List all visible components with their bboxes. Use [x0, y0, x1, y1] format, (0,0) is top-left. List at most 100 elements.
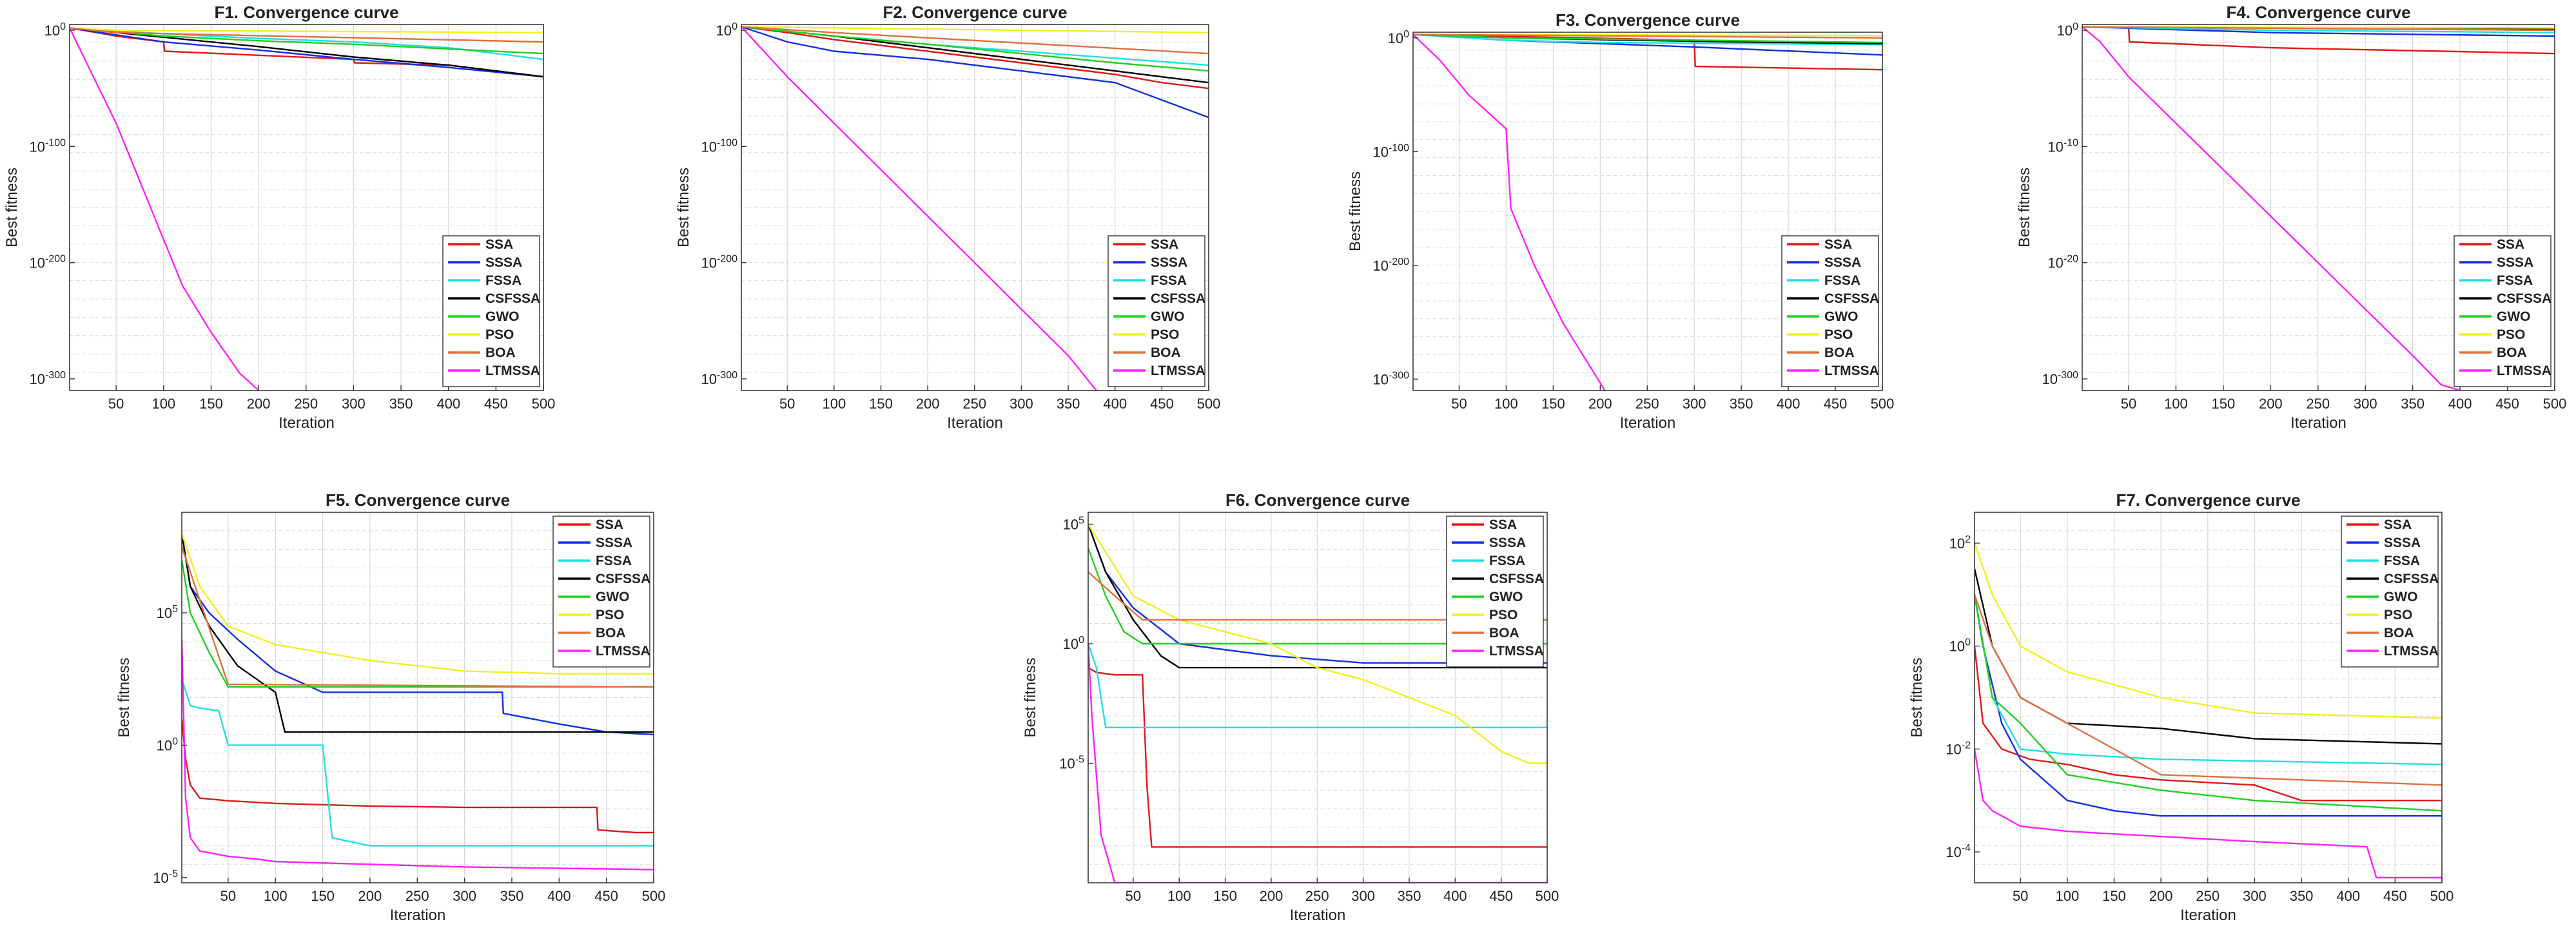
series-line-gwo	[1975, 594, 2442, 812]
x-tick-label: 250	[962, 396, 986, 412]
x-axis-label: Iteration	[2290, 414, 2347, 432]
plot-frame	[1974, 512, 2443, 883]
series-group	[182, 533, 654, 871]
x-tick-label: 50	[108, 396, 124, 412]
y-tick-label: 10-100	[29, 137, 66, 155]
x-tick-label: 50	[1126, 888, 1141, 904]
x-tick-label: 300	[1010, 396, 1033, 412]
y-axis-label: Best fitness	[2016, 168, 2033, 247]
x-tick-label: 300	[453, 888, 476, 904]
legend-label-ssa: SSA	[485, 237, 513, 252]
x-axis-label: Iteration	[390, 907, 446, 924]
legend-label-ssa: SSA	[596, 517, 623, 532]
x-tick-label: 100	[2055, 888, 2079, 904]
legend-label-gwo: GWO	[596, 590, 630, 604]
x-tick-label: 450	[1150, 396, 1174, 412]
y-tick-label: 10-100	[701, 137, 737, 155]
legend-label-ltmssa: LTMSSA	[485, 363, 540, 378]
legend: SSA SSSA FSSA CSFSSA GWO PSO BOA LTMSSA	[1781, 235, 1879, 387]
series-line-gwo	[741, 26, 1209, 72]
legend-label-csfssa: CSFSSA	[2384, 572, 2439, 586]
y-axis-label: Best fitness	[3, 168, 21, 247]
legend-box	[2341, 516, 2439, 668]
x-tick-label: 100	[1167, 888, 1191, 904]
legend: SSA SSSA FSSA CSFSSA GWO PSO BOA LTMSSA	[442, 235, 540, 387]
y-tick-label: 100	[716, 21, 737, 39]
legend-label-sssa: SSSA	[1489, 535, 1526, 550]
y-tick-label: 100	[1388, 29, 1409, 46]
y-axis-label: Best fitness	[115, 657, 133, 737]
x-tick-label: 50	[779, 396, 795, 412]
series-line-sssa	[741, 26, 1209, 119]
legend-label-sssa: SSSA	[2497, 255, 2533, 270]
series-line-pso	[182, 533, 654, 675]
series-line-csfssa	[182, 533, 654, 733]
x-tick-label: 400	[1777, 396, 1800, 412]
x-tick-label: 400	[547, 888, 571, 904]
y-tick-label: 10-5	[153, 869, 178, 886]
x-axis-label: Iteration	[1620, 414, 1676, 432]
series-line-boa	[70, 27, 543, 43]
x-tick-label: 400	[1443, 888, 1467, 904]
y-tick-label: 10-200	[701, 254, 737, 271]
x-tick-label: 200	[2149, 888, 2173, 904]
legend-label-ssa: SSA	[2384, 517, 2412, 532]
legend-label-pso: PSO	[485, 327, 514, 342]
series-line-sssa	[70, 27, 543, 78]
legend-label-fssa: FSSA	[1489, 554, 1525, 568]
x-tick-label: 500	[2430, 888, 2454, 904]
x-axis-label: Iteration	[278, 414, 335, 432]
plot-frame	[181, 512, 654, 883]
legend-label-ssa: SSA	[1489, 517, 1517, 532]
legend-label-boa: BOA	[1489, 626, 1519, 641]
x-tick-label: 300	[2243, 888, 2267, 904]
x-tick-label: 200	[2259, 396, 2283, 412]
y-tick-label: 10-100	[1372, 142, 1409, 160]
x-tick-label: 500	[1536, 888, 1559, 904]
legend-box	[1446, 516, 1544, 668]
x-tick-label: 50	[2013, 888, 2028, 904]
legend: SSA SSSA FSSA CSFSSA GWO PSO BOA LTMSSA	[2341, 516, 2439, 668]
x-tick-label: 450	[2383, 888, 2407, 904]
x-tick-label: 350	[1398, 888, 1421, 904]
y-tick-label: 100	[2057, 21, 2078, 39]
legend-label-gwo: GWO	[1489, 590, 1523, 604]
x-tick-label: 150	[869, 396, 893, 412]
x-tick-label: 450	[2495, 396, 2519, 412]
chart-panel-f7: 50 100 150 200 250 300 350 400 450 500 102 100 10-2 1…	[1908, 490, 2454, 924]
y-axis-label: Best fitness	[1347, 171, 1364, 251]
chart-panel-f4: 50 100 150 200 250 300 350 400 450 500 100 10-10 10-…	[2016, 3, 2566, 432]
legend-label-pso: PSO	[596, 608, 624, 622]
x-tick-label: 500	[642, 888, 666, 904]
legend: SSA SSSA FSSA CSFSSA GWO PSO BOA LTMSSA	[2454, 235, 2552, 387]
x-tick-label: 150	[1541, 396, 1565, 412]
x-axis-label: Iteration	[947, 414, 1003, 432]
chart-title: F4. Convergence curve	[2226, 3, 2410, 22]
y-tick-label: 10-4	[1946, 843, 1971, 860]
x-tick-label: 200	[1260, 888, 1283, 904]
series-line-fssa	[182, 679, 654, 847]
x-tick-label: 400	[2448, 396, 2472, 412]
series-group	[1413, 34, 1882, 390]
x-tick-label: 150	[2212, 396, 2236, 412]
series-line-ltmssa	[70, 27, 259, 390]
x-tick-label: 300	[342, 396, 366, 412]
plot-frame	[2082, 24, 2555, 391]
x-tick-label: 500	[532, 396, 556, 412]
chart-title: F7. Convergence curve	[2116, 490, 2300, 510]
series-line-sssa	[182, 533, 654, 736]
x-tick-label: 150	[1213, 888, 1237, 904]
legend-label-csfssa: CSFSSA	[1824, 291, 1879, 306]
series-group	[70, 27, 543, 390]
x-axis-label: Iteration	[1290, 907, 1346, 924]
legend-label-pso: PSO	[2384, 608, 2412, 622]
x-tick-label: 250	[294, 396, 318, 412]
x-tick-label: 350	[1057, 396, 1080, 412]
legend-label-ltmssa: LTMSSA	[2497, 363, 2552, 378]
series-line-fssa	[1413, 34, 1882, 46]
legend-label-pso: PSO	[1151, 327, 1179, 342]
chart-panel-f6: 50 100 150 200 250 300 350 400 450 500 105 100 10-5 F…	[1022, 490, 1559, 924]
y-tick-label: 10-5	[1059, 755, 1084, 772]
series-line-ssa	[182, 718, 654, 834]
legend-label-ltmssa: LTMSSA	[596, 644, 650, 659]
